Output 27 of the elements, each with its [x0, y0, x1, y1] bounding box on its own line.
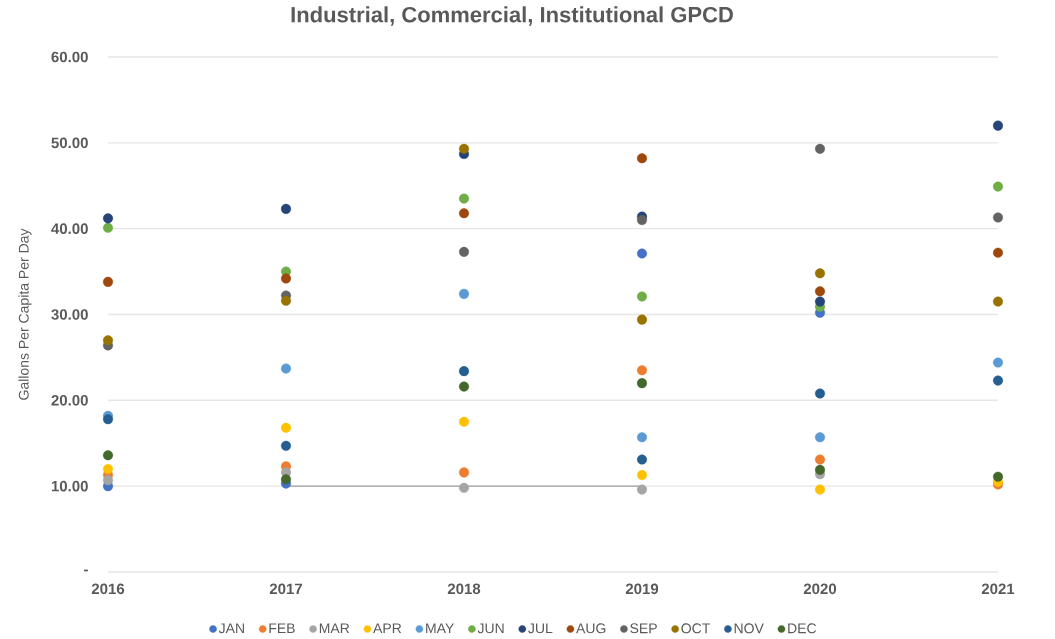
legend-label: DEC — [788, 623, 817, 634]
chart-title: Industrial, Commercial, Institutional GPCD — [291, 6, 733, 26]
legend-label: JUN — [477, 623, 504, 634]
y-tick-label: 40.00 — [51, 223, 88, 234]
legend-label: MAR — [319, 623, 350, 634]
legend-label: JAN — [218, 623, 244, 634]
y-tick-label: 60.00 — [51, 51, 88, 63]
legend-label: OCT — [681, 623, 710, 634]
y-tick-label: 20.00 — [51, 395, 88, 406]
legend-label: APR — [373, 623, 402, 634]
y-tick-label: - — [84, 569, 88, 572]
y-tick-label: 30.00 — [51, 309, 88, 320]
legend-label: MAY — [426, 623, 454, 634]
x-tick-label: 2018 — [447, 583, 481, 595]
x-tick-label: 2021 — [981, 583, 1015, 595]
x-tick-label: 2017 — [269, 583, 303, 595]
y-axis-title: Gallons Per Capita Per Day — [18, 228, 32, 400]
legend-label: FEB — [269, 623, 295, 634]
legend-label: JUL — [528, 623, 553, 634]
x-tick-label: 2020 — [803, 583, 837, 595]
y-tick-label: 50.00 — [51, 137, 88, 149]
legend-label: SEP — [630, 623, 657, 634]
legend-label: NOV — [734, 623, 764, 634]
x-tick-label: 2019 — [625, 583, 659, 595]
y-tick-label: 10.00 — [51, 480, 88, 492]
x-tick-label: 2016 — [91, 583, 125, 595]
legend-label: AUG — [576, 623, 606, 634]
